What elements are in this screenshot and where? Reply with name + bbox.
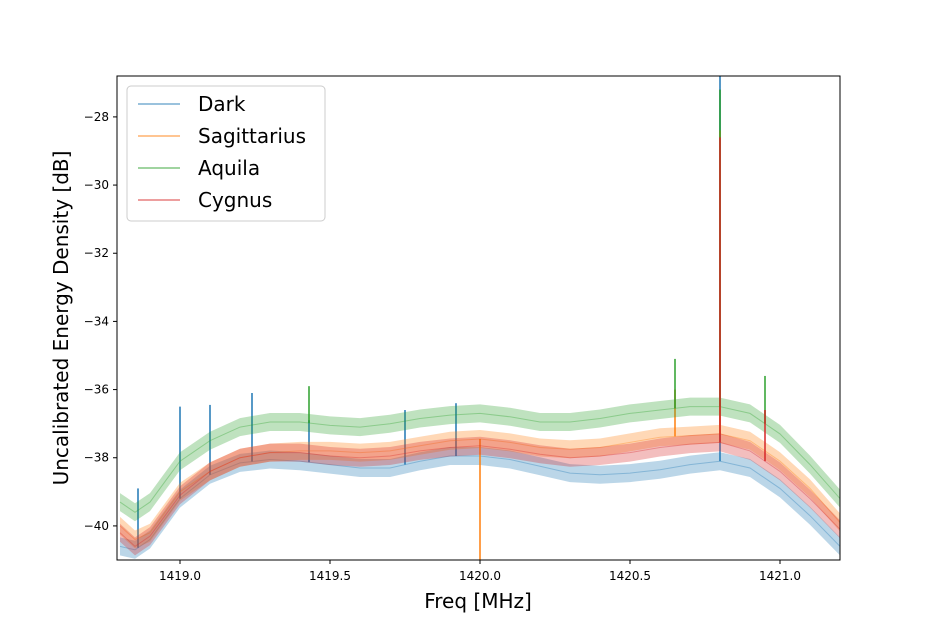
x-axis-label: Freq [MHz] xyxy=(424,589,532,613)
x-tick-label: 1419.5 xyxy=(309,569,351,583)
x-axis-ticks: 1419.0 1419.5 1420.0 1420.5 1421.0 xyxy=(159,560,801,583)
x-tick-label: 1420.0 xyxy=(459,569,501,583)
y-tick-label: −40 xyxy=(84,519,109,533)
plot-frame xyxy=(116,75,841,561)
x-tick-label: 1421.0 xyxy=(759,569,801,583)
y-axis-label: Uncalibrated Energy Density [dB] xyxy=(49,151,73,486)
legend: Dark Sagittarius Aquila Cygnus xyxy=(126,85,326,222)
series-layer xyxy=(119,76,840,560)
legend-label-aquila: Aquila xyxy=(198,156,260,180)
series-line-cygnus xyxy=(119,441,840,548)
series-line-aquila xyxy=(119,406,840,513)
y-tick-label: −28 xyxy=(84,110,109,124)
series-line-dark xyxy=(119,455,840,551)
y-tick-label: −38 xyxy=(84,451,109,465)
x-tick-label: 1420.5 xyxy=(609,569,651,583)
y-tick-label: −34 xyxy=(84,314,109,328)
series-line-sagittarius xyxy=(119,433,840,541)
y-tick-label: −36 xyxy=(84,383,109,397)
y-tick-label: −32 xyxy=(84,246,109,260)
legend-label-dark: Dark xyxy=(198,92,246,116)
x-tick-label: 1419.0 xyxy=(159,569,201,583)
legend-box xyxy=(126,85,326,222)
legend-label-cygnus: Cygnus xyxy=(198,188,272,212)
series-cygnus xyxy=(119,137,840,556)
series-band-aquila xyxy=(120,397,840,522)
series-band-dark xyxy=(120,447,840,559)
series-band-sagittarius xyxy=(120,424,840,549)
y-tick-label: −30 xyxy=(84,178,109,192)
y-axis-ticks: −40 −38 −36 −34 −32 −30 −28 xyxy=(84,110,117,533)
legend-label-sagittarius: Sagittarius xyxy=(198,124,306,148)
